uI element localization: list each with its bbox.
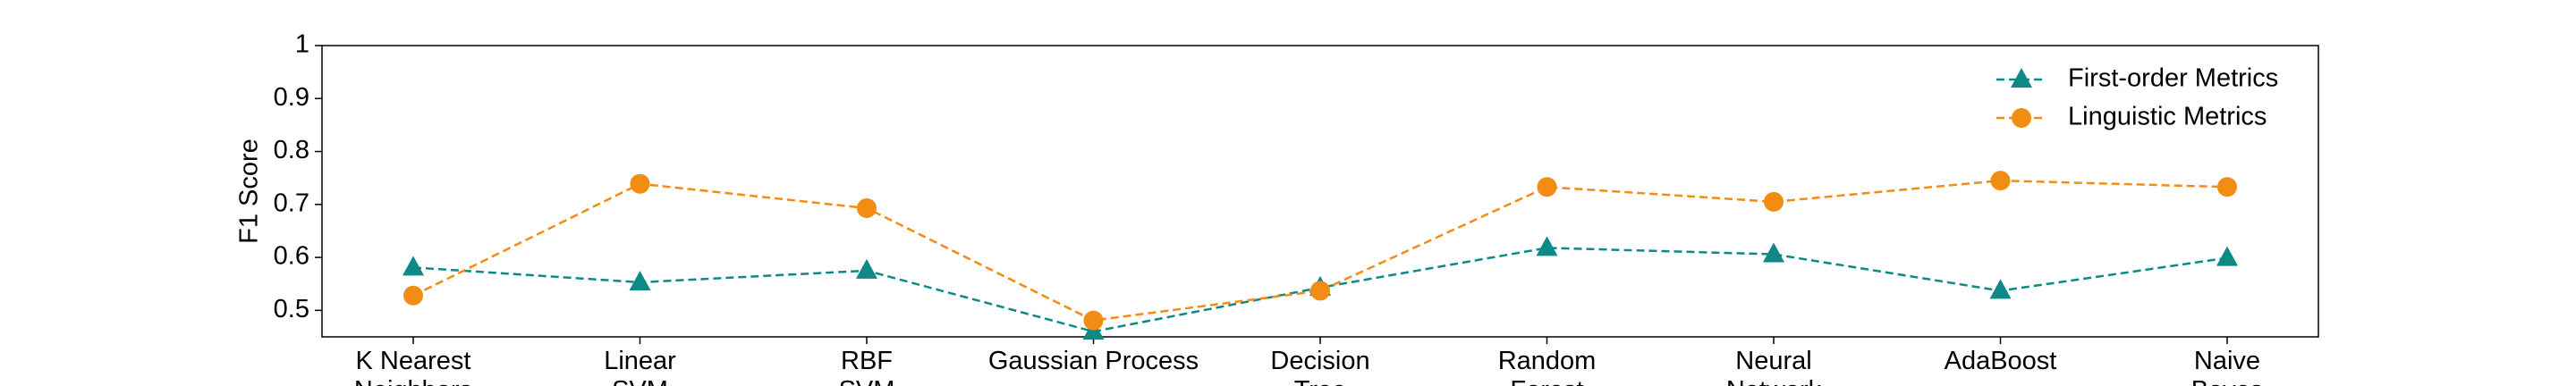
x-tick-label: Decision Tree [1270, 347, 1370, 386]
y-axis-label: F1 Score [235, 138, 264, 244]
x-tick-label: Random Forest [1497, 347, 1597, 386]
legend-marker [2011, 68, 2032, 88]
point [2217, 177, 2237, 197]
point [856, 258, 877, 279]
x-tick-label: AdaBoost [1944, 347, 2057, 375]
point [403, 285, 423, 306]
y-tick-label: 0.7 [274, 189, 309, 217]
point [1536, 236, 1558, 256]
series-line [412, 179, 2228, 322]
point [1763, 242, 1784, 263]
x-tick-label: Neural Network [1726, 347, 1821, 386]
point [1083, 310, 1104, 331]
x-tick-label: Gaussian Process [987, 347, 1199, 375]
point [1537, 177, 1557, 197]
point [2216, 246, 2238, 266]
point [1990, 171, 2011, 191]
legend-marker [2012, 108, 2031, 128]
legend-label: First-order Metrics [2068, 64, 2278, 93]
x-tick-label: Naive Bayes [2191, 347, 2264, 386]
legend-label: Linguistic Metrics [2068, 103, 2267, 131]
point [1310, 281, 1330, 301]
point [629, 270, 651, 290]
x-tick-label: K Nearest Neighbors [354, 347, 472, 386]
point [857, 197, 877, 218]
y-tick-label: 0.5 [274, 295, 309, 323]
x-tick-label: Linear SVM [604, 347, 676, 386]
y-tick-label: 0.8 [274, 136, 309, 164]
point [402, 256, 424, 276]
point [630, 173, 650, 194]
point [1989, 279, 2012, 299]
point [1764, 191, 1784, 212]
x-tick-label: RBF SVM [839, 347, 895, 386]
y-tick-label: 1 [295, 30, 309, 59]
y-tick-label: 0.9 [274, 83, 309, 112]
y-tick-label: 0.6 [274, 242, 309, 271]
